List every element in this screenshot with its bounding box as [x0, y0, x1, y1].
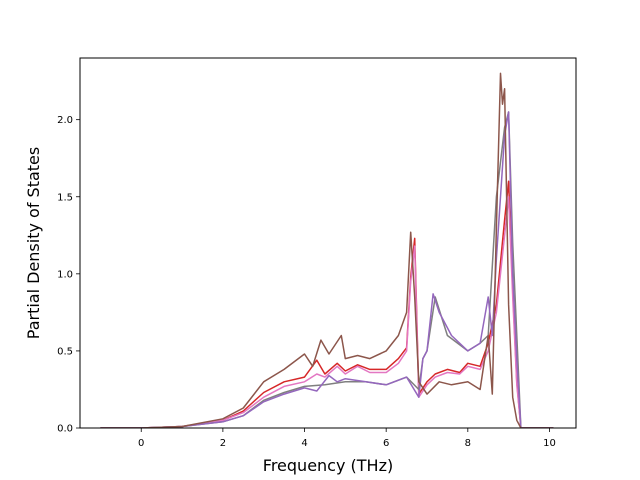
series-line-5	[100, 72, 554, 428]
y-tick-label: 0.5	[57, 346, 73, 357]
y-axis: 0.0 0.5 1.0 1.5 2.0	[57, 115, 80, 435]
y-tick-label: 2.0	[57, 115, 73, 126]
series-layer	[100, 72, 554, 428]
y-tick-label: 1.5	[57, 192, 73, 203]
x-tick-label: 8	[465, 438, 471, 449]
x-tick-label: 4	[301, 438, 307, 449]
series-line-4	[100, 111, 554, 428]
x-tick-label: 2	[220, 438, 226, 449]
x-tick-label: 10	[543, 438, 556, 449]
series-line-2	[100, 196, 554, 428]
plot-frame	[79, 57, 577, 429]
y-tick-label: 0.0	[57, 424, 73, 435]
x-tick-label: 0	[138, 438, 144, 449]
x-tick-label: 6	[383, 438, 389, 449]
x-axis-label: Frequency (THz)	[263, 456, 393, 475]
y-tick-label: 1.0	[57, 269, 73, 280]
y-axis-label: Partial Density of States	[24, 147, 43, 339]
x-axis: 0 2 4 6 8 10	[138, 428, 556, 449]
